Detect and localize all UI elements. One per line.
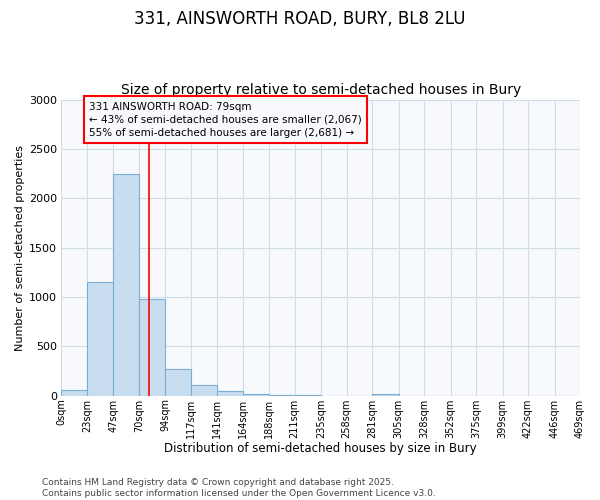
Text: 331 AINSWORTH ROAD: 79sqm
← 43% of semi-detached houses are smaller (2,067)
55% : 331 AINSWORTH ROAD: 79sqm ← 43% of semi-… [89,102,362,138]
Bar [217,390,243,396]
Bar [166,368,191,396]
Text: 331, AINSWORTH ROAD, BURY, BL8 2LU: 331, AINSWORTH ROAD, BURY, BL8 2LU [134,10,466,28]
Bar [372,394,398,396]
Y-axis label: Number of semi-detached properties: Number of semi-detached properties [15,144,25,350]
Bar [269,394,295,396]
Title: Size of property relative to semi-detached houses in Bury: Size of property relative to semi-detach… [121,83,521,97]
Bar [243,394,269,396]
Bar [61,390,87,396]
Text: Contains HM Land Registry data © Crown copyright and database right 2025.
Contai: Contains HM Land Registry data © Crown c… [42,478,436,498]
Bar [139,300,166,396]
X-axis label: Distribution of semi-detached houses by size in Bury: Distribution of semi-detached houses by … [164,442,477,455]
Bar [87,282,113,396]
Bar [191,385,217,396]
Bar [113,174,139,396]
